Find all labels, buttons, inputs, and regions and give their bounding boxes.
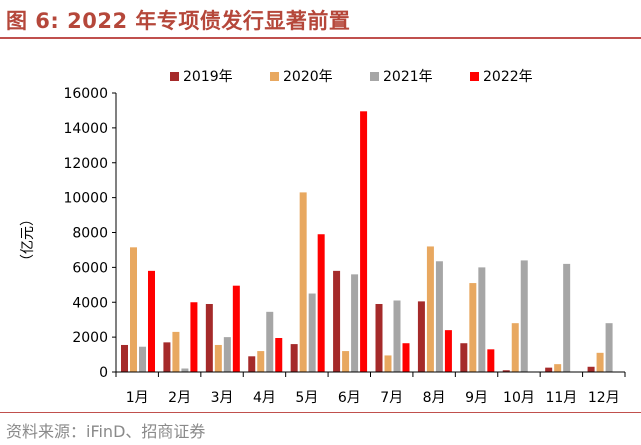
bar <box>596 352 604 372</box>
bar <box>444 330 452 372</box>
footer-divider <box>0 412 641 413</box>
figure-title: 图 6: 2022 年专项债发行显著前置 <box>6 9 351 33</box>
x-tick-label: 3月 <box>211 390 234 406</box>
bar <box>181 368 189 372</box>
bar <box>342 351 350 372</box>
y-tick-label: 6000 <box>72 260 108 276</box>
legend-label: 2021年 <box>383 69 433 85</box>
bar <box>469 283 477 372</box>
x-tick-label: 7月 <box>380 390 403 406</box>
x-tick-label: 12月 <box>588 390 620 406</box>
bar <box>299 192 307 372</box>
bar <box>502 370 510 372</box>
legend-swatch <box>170 72 179 81</box>
x-tick-label: 6月 <box>338 390 361 406</box>
bar <box>563 263 571 372</box>
x-axis: 1月 2月 3月 4月 5月 6月 7月 8月 9月 10月 11月 12月 <box>115 371 626 406</box>
bar <box>393 300 401 372</box>
bar <box>487 349 495 372</box>
bar <box>223 337 231 372</box>
bar <box>257 351 265 372</box>
y-tick-label: 14000 <box>63 121 108 137</box>
x-tick-label: 9月 <box>465 390 488 406</box>
y-tick-label: 12000 <box>63 156 108 172</box>
bar <box>290 344 298 372</box>
legend-label: 2019年 <box>183 69 233 85</box>
x-tick-label: 1月 <box>126 390 149 406</box>
x-tick-label: 5月 <box>295 390 318 406</box>
bar <box>426 246 434 372</box>
legend-label: 2020年 <box>283 69 333 85</box>
legend-swatch <box>270 72 279 81</box>
bar <box>545 367 553 372</box>
bar <box>520 260 528 372</box>
bar <box>511 323 519 372</box>
bar <box>121 344 128 372</box>
bar <box>605 323 613 372</box>
bar-chart: 2019年 2020年 2021年 2022年 （亿元） 0 2000 4000 6000 8… <box>20 69 626 406</box>
bar <box>417 301 425 372</box>
x-tick-label: 10月 <box>503 390 535 406</box>
bar <box>402 343 410 372</box>
bar <box>435 261 443 372</box>
bar <box>214 344 222 372</box>
source-note: 资料来源：iFinD、招商证券 <box>6 422 206 441</box>
bars-layer <box>121 111 613 372</box>
y-axis-label: （亿元） <box>20 212 36 268</box>
bar <box>478 267 486 372</box>
x-tick-label: 11月 <box>545 390 577 406</box>
figure-header: 图 6: 2022 年专项债发行显著前置 <box>0 0 641 40</box>
bar <box>308 293 316 372</box>
bar <box>172 331 180 372</box>
bar <box>375 303 383 372</box>
y-axis: 0 2000 4000 6000 8000 10000 12000 14000 16000 <box>63 86 117 381</box>
x-tick-label: 8月 <box>423 390 446 406</box>
bar <box>148 270 155 372</box>
legend-swatch <box>470 72 479 81</box>
legend-swatch <box>370 72 379 81</box>
bar <box>554 364 562 372</box>
bar <box>333 270 341 372</box>
chart-legend: 2019年 2020年 2021年 2022年 <box>170 69 533 85</box>
bar <box>163 342 171 372</box>
legend-label: 2022年 <box>483 69 533 85</box>
y-tick-label: 10000 <box>63 191 108 207</box>
bar <box>587 366 595 372</box>
bar <box>275 337 283 372</box>
y-tick-label: 4000 <box>72 295 108 311</box>
bar <box>139 346 146 372</box>
bar <box>266 311 274 372</box>
y-tick-label: 2000 <box>72 330 108 346</box>
y-tick-label: 16000 <box>63 86 108 102</box>
bar <box>360 111 368 372</box>
x-tick-label: 4月 <box>253 390 276 406</box>
y-tick-label: 8000 <box>72 226 108 242</box>
bar <box>190 302 198 372</box>
bar <box>460 343 468 372</box>
x-tick-label: 2月 <box>168 390 191 406</box>
bar <box>232 285 240 372</box>
bar <box>130 247 137 372</box>
bar <box>384 355 392 372</box>
bar <box>317 234 325 372</box>
bar <box>205 303 213 372</box>
y-tick-label: 0 <box>99 365 108 381</box>
bar <box>351 274 359 372</box>
bar <box>248 356 256 372</box>
header-divider <box>0 37 641 39</box>
